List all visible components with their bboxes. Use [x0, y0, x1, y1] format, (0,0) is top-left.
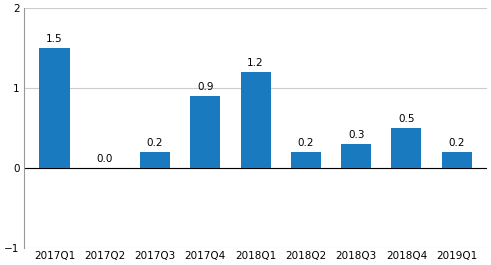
Bar [39, 48, 70, 168]
Bar [441, 152, 472, 168]
Text: 0.2: 0.2 [147, 138, 164, 148]
Bar [291, 152, 321, 168]
Text: 0.2: 0.2 [448, 138, 465, 148]
Bar [140, 152, 170, 168]
Text: 0.3: 0.3 [348, 130, 364, 140]
Text: 0.9: 0.9 [197, 82, 214, 92]
Bar [391, 128, 421, 168]
Text: 1.5: 1.5 [46, 34, 63, 44]
Text: 0.5: 0.5 [398, 114, 415, 124]
Text: 1.2: 1.2 [247, 58, 264, 68]
Bar [241, 72, 271, 168]
Bar [191, 96, 220, 168]
Text: 0.0: 0.0 [97, 154, 113, 164]
Text: 0.2: 0.2 [298, 138, 314, 148]
Bar [341, 144, 371, 168]
